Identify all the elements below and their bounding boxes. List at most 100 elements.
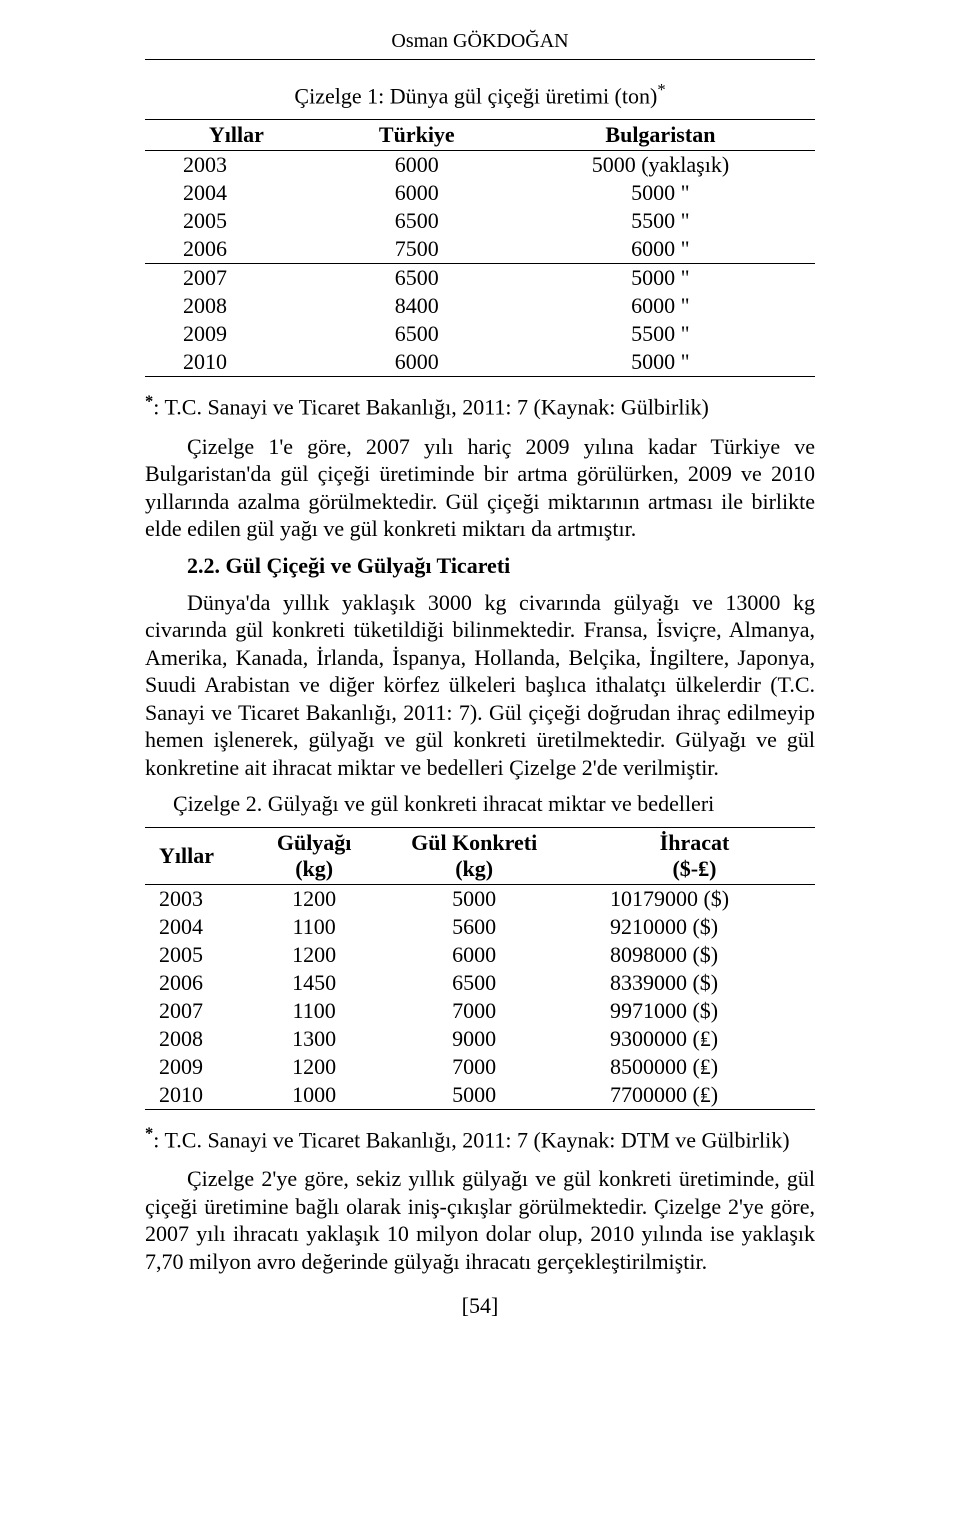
table-cell: 7000 — [374, 1053, 574, 1081]
table-row: 2008130090009300000 (₤) — [145, 1025, 815, 1053]
table-cell: 6000 — [328, 348, 506, 377]
table2-body: 20031200500010179000 ($)2004110056009210… — [145, 885, 815, 1110]
page-content: Osman GÖKDOĞAN Çizelge 1: Dünya gül çiçe… — [0, 0, 960, 1359]
table-cell: 9000 — [374, 1025, 574, 1053]
header-rule — [145, 59, 815, 60]
table2-col-3: İhracat($-₤) — [574, 828, 815, 885]
table-cell: 1100 — [254, 913, 375, 941]
table-cell: 2007 — [145, 264, 328, 293]
table-cell: 1100 — [254, 997, 375, 1025]
table-row: 200884006000 " — [145, 292, 815, 320]
table-cell: 5500 " — [506, 320, 815, 348]
table-cell: 5000 " — [506, 264, 815, 293]
table-cell: 1300 — [254, 1025, 375, 1053]
table-cell: 1200 — [254, 1053, 375, 1081]
table1-caption-text: Çizelge 1: Dünya gül çiçeği üretimi (ton… — [294, 83, 657, 108]
table-cell: 5600 — [374, 913, 574, 941]
table-cell: 2010 — [145, 1081, 254, 1110]
table-cell: 7500 — [328, 235, 506, 264]
table1-col-1: Türkiye — [328, 120, 506, 151]
table-cell: 2006 — [145, 969, 254, 997]
table-cell: 1450 — [254, 969, 375, 997]
table2-footnote: *: T.C. Sanayi ve Ticaret Bakanlığı, 201… — [145, 1124, 815, 1153]
table-cell: 5000 — [374, 885, 574, 914]
table-row: 200965005500 " — [145, 320, 815, 348]
table-cell: 10179000 ($) — [574, 885, 815, 914]
table-row: 2005120060008098000 ($) — [145, 941, 815, 969]
paragraph-3: Çizelge 2'ye göre, sekiz yıllık gülyağı … — [145, 1165, 815, 1275]
table-cell: 2009 — [145, 1053, 254, 1081]
table-cell: 2004 — [145, 179, 328, 207]
table2-footnote-text: : T.C. Sanayi ve Ticaret Bakanlığı, 2011… — [153, 1127, 789, 1152]
table-cell: 2005 — [145, 941, 254, 969]
table-cell: 9300000 (₤) — [574, 1025, 815, 1053]
table1-caption-sup: * — [657, 80, 665, 99]
table1-caption: Çizelge 1: Dünya gül çiçeği üretimi (ton… — [145, 80, 815, 109]
paragraph-1: Çizelge 1'e göre, 2007 yılı hariç 2009 y… — [145, 433, 815, 543]
table-cell: 2010 — [145, 348, 328, 377]
paragraph-2: Dünya'da yıllık yaklaşık 3000 kg civarın… — [145, 589, 815, 782]
table2-col-0: Yıllar — [145, 828, 254, 885]
table-row: 2006145065008339000 ($) — [145, 969, 815, 997]
table-cell: 6000 — [328, 151, 506, 180]
table-row: 200675006000 " — [145, 235, 815, 264]
table-cell: 8098000 ($) — [574, 941, 815, 969]
author-header: Osman GÖKDOĞAN — [145, 30, 815, 53]
table-cell: 8339000 ($) — [574, 969, 815, 997]
table1-body: 200360005000 (yaklaşık)200460005000 "200… — [145, 151, 815, 377]
table-cell: 2007 — [145, 997, 254, 1025]
table-cell: 1000 — [254, 1081, 375, 1110]
table-cell: 2008 — [145, 292, 328, 320]
table1-col-0: Yıllar — [145, 120, 328, 151]
table-cell: 1200 — [254, 885, 375, 914]
table1-footnote-sup: * — [145, 391, 153, 410]
table-cell: 1200 — [254, 941, 375, 969]
table-cell: 2009 — [145, 320, 328, 348]
table-row: 200765005000 " — [145, 264, 815, 293]
table-cell: 6500 — [374, 969, 574, 997]
table1: Yıllar Türkiye Bulgaristan 200360005000 … — [145, 119, 815, 377]
table-cell: 6500 — [328, 320, 506, 348]
table-row: 2010100050007700000 (₤) — [145, 1081, 815, 1110]
table-cell: 2005 — [145, 207, 328, 235]
table-row: 20031200500010179000 ($) — [145, 885, 815, 914]
table-cell: 5000 (yaklaşık) — [506, 151, 815, 180]
table-cell: 2003 — [145, 885, 254, 914]
table-row: 201060005000 " — [145, 348, 815, 377]
table-row: 200565005500 " — [145, 207, 815, 235]
table-cell: 6000 " — [506, 292, 815, 320]
table-cell: 6000 " — [506, 235, 815, 264]
table-cell: 2006 — [145, 235, 328, 264]
table-cell: 7000 — [374, 997, 574, 1025]
table-cell: 5500 " — [506, 207, 815, 235]
table-cell: 9971000 ($) — [574, 997, 815, 1025]
table-cell: 8500000 (₤) — [574, 1053, 815, 1081]
table1-col-2: Bulgaristan — [506, 120, 815, 151]
table2: Yıllar Gülyağı(kg) Gül Konkreti(kg) İhra… — [145, 827, 815, 1110]
table-cell: 2003 — [145, 151, 328, 180]
table-cell: 7700000 (₤) — [574, 1081, 815, 1110]
table-cell: 5000 " — [506, 179, 815, 207]
table-cell: 8400 — [328, 292, 506, 320]
table-row: 2009120070008500000 (₤) — [145, 1053, 815, 1081]
table-cell: 2004 — [145, 913, 254, 941]
table-cell: 6000 — [374, 941, 574, 969]
table2-col-2: Gül Konkreti(kg) — [374, 828, 574, 885]
table-row: 200360005000 (yaklaşık) — [145, 151, 815, 180]
table-row: 2007110070009971000 ($) — [145, 997, 815, 1025]
table2-col-1: Gülyağı(kg) — [254, 828, 375, 885]
table1-footnote: *: T.C. Sanayi ve Ticaret Bakanlığı, 201… — [145, 391, 815, 420]
table-cell: 5000 — [374, 1081, 574, 1110]
table-cell: 9210000 ($) — [574, 913, 815, 941]
table-cell: 6000 — [328, 179, 506, 207]
table-cell: 6500 — [328, 264, 506, 293]
subheading-2-2: 2.2. Gül Çiçeği ve Gülyağı Ticareti — [145, 553, 815, 579]
page-number: [54] — [145, 1293, 815, 1319]
table-row: 2004110056009210000 ($) — [145, 913, 815, 941]
table-cell: 5000 " — [506, 348, 815, 377]
table-cell: 6500 — [328, 207, 506, 235]
table-cell: 2008 — [145, 1025, 254, 1053]
table1-footnote-text: : T.C. Sanayi ve Ticaret Bakanlığı, 2011… — [153, 395, 709, 420]
table2-caption: Çizelge 2. Gülyağı ve gül konkreti ihrac… — [145, 791, 815, 817]
table2-footnote-sup: * — [145, 1124, 153, 1143]
